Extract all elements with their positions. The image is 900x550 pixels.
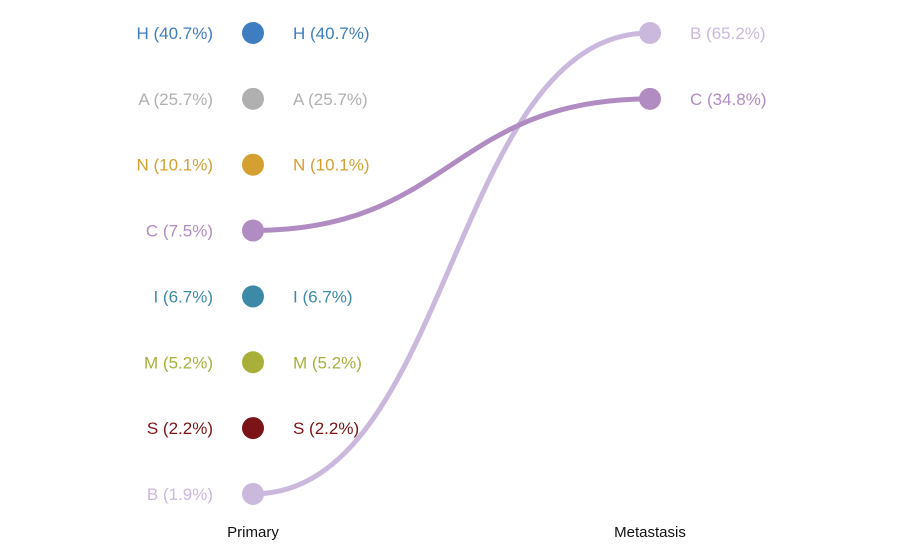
metastasis-dot-C: [639, 87, 661, 110]
primary-label-M: M (5.2%): [144, 353, 213, 372]
primary-dot-M: [242, 351, 264, 374]
links-layer: [250, 30, 653, 497]
unlinked-label-A: A (25.7%): [293, 90, 368, 109]
primary-dot-H: [242, 22, 264, 44]
unlinked-label-H: H (40.7%): [293, 24, 370, 43]
primary-label-N: N (10.1%): [136, 156, 213, 175]
unlinked-label-S: S (2.2%): [293, 419, 359, 438]
primary-label-I: I (6.7%): [153, 287, 213, 306]
primary-dot-B: [242, 482, 264, 505]
axis-layer: Primary Metastasis: [227, 524, 686, 541]
primary-label-H: H (40.7%): [136, 24, 213, 43]
primary-dot-N: [242, 153, 264, 176]
unlinked-label-I: I (6.7%): [293, 287, 353, 306]
primary-dot-C: [242, 219, 264, 242]
x-axis-label-metastasis: Metastasis: [614, 524, 686, 541]
labels-layer: H (40.7%) A (25.7%) N (10.1%) C (7.5%) I (6.…: [136, 24, 766, 504]
primary-label-S: S (2.2%): [147, 419, 213, 438]
metastasis-dot-B: [639, 22, 661, 44]
primary-label-B: B (1.9%): [147, 485, 213, 504]
unlinked-label-N: N (10.1%): [293, 156, 370, 175]
dots-layer: [242, 22, 661, 505]
metastasis-label-B: B (65.2%): [690, 24, 766, 43]
primary-dot-I: [242, 285, 264, 308]
primary-dot-A: [242, 87, 264, 110]
link-C-to-C: [250, 96, 653, 234]
primary-label-A: A (25.7%): [138, 90, 213, 109]
primary-label-C: C (7.5%): [146, 222, 213, 241]
unlinked-label-M: M (5.2%): [293, 353, 362, 372]
link-B-to-B: [250, 30, 653, 497]
primary-dot-S: [242, 417, 264, 440]
metastasis-label-C: C (34.8%): [690, 90, 767, 109]
x-axis-label-primary: Primary: [227, 524, 279, 541]
